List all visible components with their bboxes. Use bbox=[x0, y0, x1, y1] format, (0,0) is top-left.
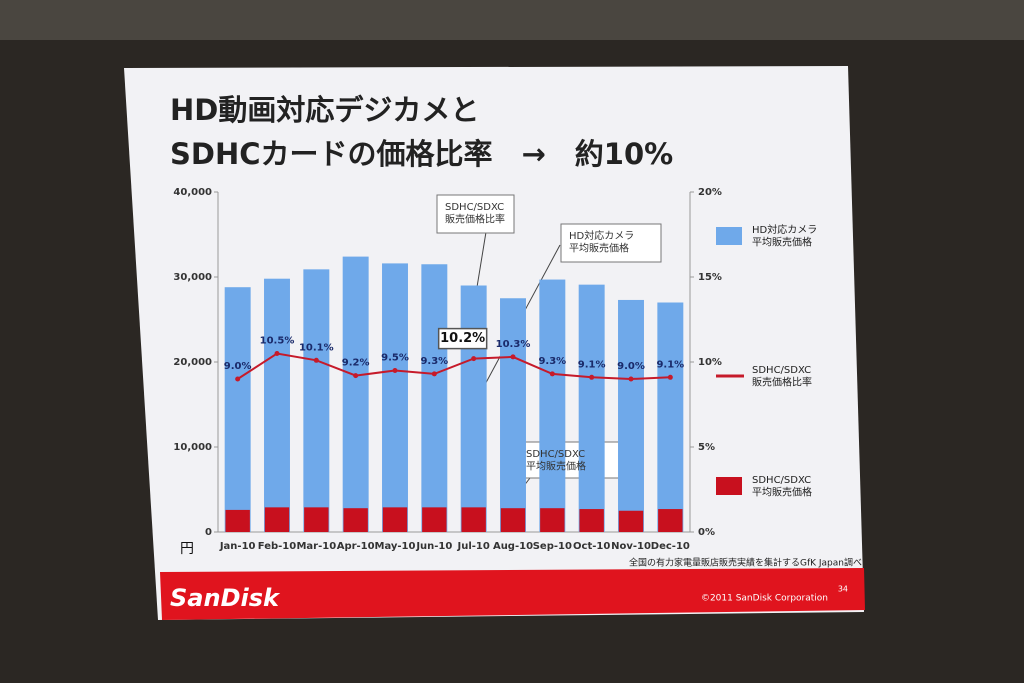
y-tick-label: 10,000 bbox=[173, 442, 212, 453]
y2-tick-label: 20% bbox=[698, 187, 722, 198]
x-tick-label: Oct-10 bbox=[573, 541, 610, 552]
callout-box bbox=[436, 194, 515, 234]
bar bbox=[304, 507, 329, 532]
title-line: SDHCカードの価格比率 → 約10% bbox=[170, 137, 673, 171]
line bbox=[237, 352, 671, 381]
bar bbox=[578, 284, 605, 532]
x-tick-label: Sep-10 bbox=[533, 541, 572, 552]
callout-text: HD対応カメラ平均販売価格 bbox=[569, 229, 634, 255]
x-tick-label: Mar-10 bbox=[296, 541, 336, 552]
y2-tick-label: 15% bbox=[698, 272, 722, 283]
x-tick-label: May-10 bbox=[375, 541, 416, 552]
bar bbox=[579, 509, 604, 532]
y-tick-label: 20,000 bbox=[173, 357, 212, 368]
line-point bbox=[392, 368, 398, 373]
y-tick-label: 0 bbox=[205, 527, 212, 538]
bar bbox=[618, 299, 644, 532]
bar bbox=[460, 285, 487, 532]
callout-box bbox=[516, 441, 622, 479]
value-label: 9.5% bbox=[381, 353, 409, 364]
value-label: 9.3% bbox=[420, 356, 448, 367]
y-unit: 円 bbox=[180, 541, 194, 557]
x-tick-label: Nov-10 bbox=[611, 541, 651, 552]
ceiling bbox=[0, 0, 1024, 40]
x-tick-label: Feb-10 bbox=[258, 541, 296, 552]
line-point bbox=[549, 371, 555, 377]
x-tick-label: Jun-10 bbox=[415, 541, 452, 552]
bar bbox=[421, 264, 448, 532]
y-tick-label: 30,000 bbox=[173, 272, 212, 283]
value-label: 10.5% bbox=[260, 336, 295, 347]
x-tick-label: Jan-10 bbox=[219, 541, 256, 552]
bar bbox=[343, 508, 368, 532]
legend-label: SDHC/SDXC 平均販売価格 bbox=[752, 475, 812, 499]
value-label: 10.2% bbox=[440, 331, 485, 346]
line-point bbox=[628, 376, 634, 382]
callout-box bbox=[560, 223, 662, 263]
footer-band bbox=[160, 568, 865, 620]
bar bbox=[500, 298, 526, 532]
y2-tick-label: 10% bbox=[698, 357, 722, 368]
copyright: ©2011 SanDisk Corporation bbox=[701, 594, 828, 604]
page-number: 34 bbox=[838, 585, 848, 594]
x-tick-label: Aug-10 bbox=[493, 541, 533, 552]
callout-text: SDHC/SDXC 販売価格比率 bbox=[445, 202, 505, 226]
bar bbox=[540, 508, 565, 532]
value-label: 10.1% bbox=[299, 342, 334, 353]
bar bbox=[264, 278, 290, 532]
bar bbox=[657, 302, 684, 532]
bar bbox=[422, 507, 447, 532]
x-tick-label: Jul-10 bbox=[456, 541, 489, 552]
legend-label: SDHC/SDXC 販売価格比率 bbox=[752, 365, 812, 389]
bar bbox=[303, 269, 330, 532]
x-tick-label: Dec-10 bbox=[651, 541, 690, 552]
line-point bbox=[353, 373, 359, 379]
bar bbox=[618, 510, 644, 532]
bar bbox=[539, 279, 566, 532]
line-point bbox=[510, 354, 516, 360]
callout-text: SDHC/SDXC 平均販売価格 bbox=[526, 449, 586, 473]
bar bbox=[658, 509, 683, 532]
bar bbox=[461, 507, 486, 532]
source: 全国の有力家電量販店販売実績を集計するGfK Japan調べ bbox=[629, 557, 862, 569]
value-label: 9.1% bbox=[578, 359, 606, 370]
line-point bbox=[313, 357, 319, 363]
title-line: HD動画対応デジカメと bbox=[170, 93, 479, 127]
bar bbox=[382, 263, 408, 532]
label-box bbox=[437, 327, 488, 350]
line-point bbox=[589, 374, 595, 380]
bar bbox=[342, 256, 369, 532]
bar bbox=[382, 507, 408, 532]
y2-tick-label: 5% bbox=[698, 442, 715, 453]
y-tick-label: 40,000 bbox=[173, 187, 212, 198]
x-tick-label: Apr-10 bbox=[337, 541, 375, 552]
value-label: 9.2% bbox=[342, 358, 370, 369]
line-point bbox=[471, 356, 477, 362]
line-point bbox=[431, 371, 437, 377]
value-label: 10.3% bbox=[496, 339, 531, 350]
legend-swatch bbox=[716, 477, 742, 495]
bar bbox=[225, 509, 250, 532]
legend-swatch bbox=[716, 227, 742, 245]
brand: SanDisk bbox=[170, 584, 281, 612]
value-label: 9.0% bbox=[617, 361, 645, 372]
value-label: 9.1% bbox=[656, 359, 684, 370]
bar bbox=[500, 508, 526, 532]
legend-label: HD対応カメラ平均販売価格 bbox=[752, 223, 817, 249]
bar bbox=[264, 507, 290, 532]
value-label: 9.0% bbox=[224, 361, 252, 372]
line-point bbox=[274, 351, 280, 356]
y2-tick-label: 0% bbox=[698, 527, 715, 538]
bar bbox=[224, 287, 251, 532]
line-point bbox=[235, 376, 241, 382]
line-point bbox=[667, 374, 673, 380]
value-label: 9.3% bbox=[538, 356, 566, 367]
